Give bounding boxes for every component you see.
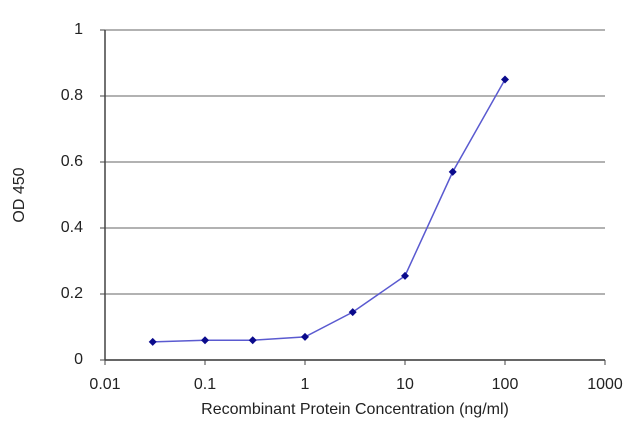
x-tick-label: 0.1	[194, 376, 216, 393]
y-tick-label: 0.2	[61, 285, 83, 302]
data-point	[501, 75, 509, 84]
y-tick-label: 0.4	[61, 219, 83, 236]
data-point	[148, 337, 157, 346]
data-point	[201, 336, 209, 345]
y-tick-label: 1	[74, 21, 83, 38]
data-point	[348, 308, 357, 317]
y-tick-label: 0.6	[61, 153, 83, 170]
data-point	[248, 336, 257, 345]
x-tick-label: 100	[492, 376, 519, 393]
y-tick-label: 0	[74, 351, 83, 368]
x-tick-label: 10	[396, 376, 414, 393]
x-tick-label: 0.01	[89, 376, 120, 393]
y-axis-label: OD 450	[11, 167, 28, 222]
data-point	[448, 167, 457, 176]
x-tick-label: 1000	[587, 376, 623, 393]
data-point	[301, 332, 309, 341]
data-point	[401, 271, 409, 280]
y-tick-label: 0.8	[61, 87, 83, 104]
data-line	[152, 79, 506, 343]
x-tick-label: 1	[301, 376, 310, 393]
x-axis-label: Recombinant Protein Concentration (ng/ml…	[201, 401, 509, 418]
